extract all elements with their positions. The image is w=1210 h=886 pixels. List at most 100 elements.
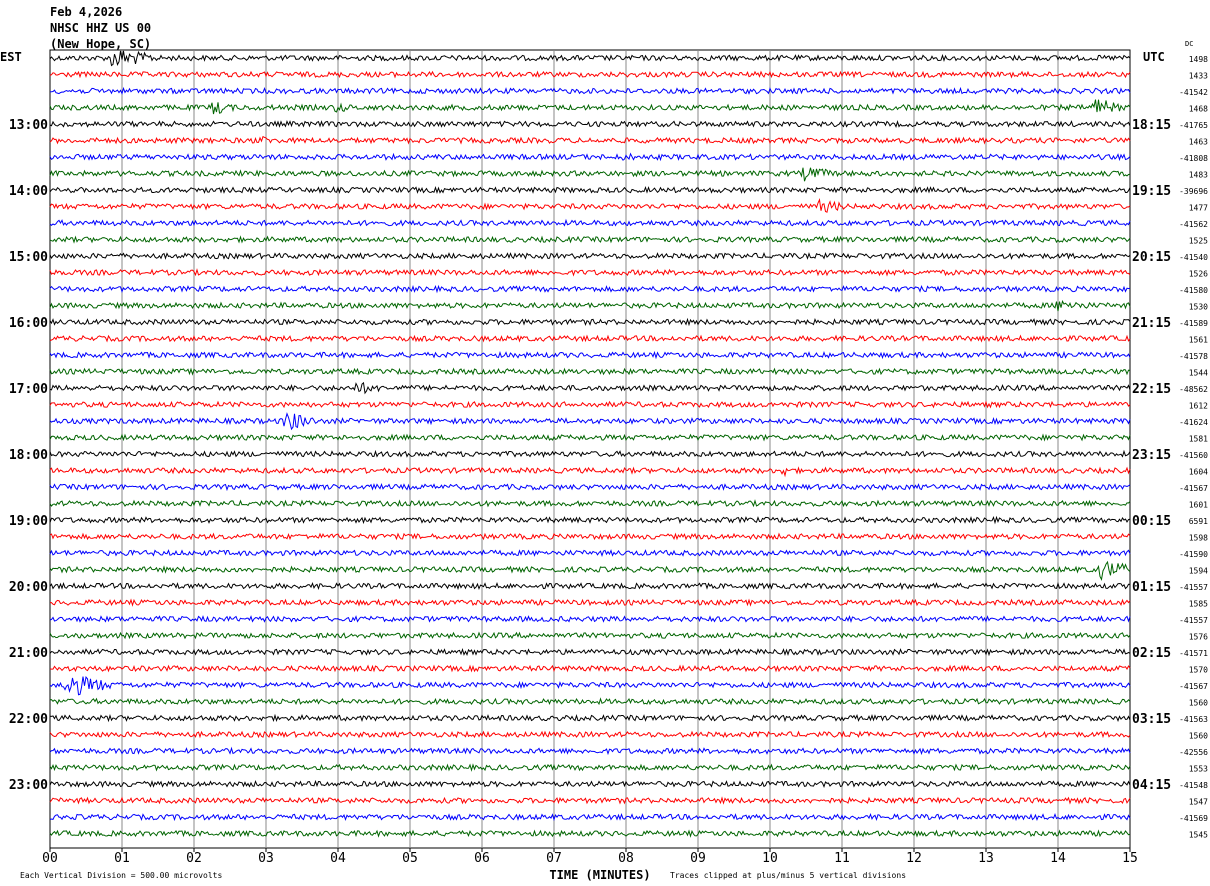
seismic-trace <box>49 367 1131 376</box>
seismic-trace <box>49 198 1131 213</box>
seismic-trace <box>49 532 1131 541</box>
dc-offset-label: 1544 <box>1189 369 1208 378</box>
x-tick-label: 08 <box>618 851 634 866</box>
dc-offset-label: -41571 <box>1179 649 1208 658</box>
seismic-trace <box>49 515 1131 525</box>
dc-offset-label: 1553 <box>1189 765 1208 774</box>
right-time-label: 03:15 <box>1132 712 1171 727</box>
right-time-label: 04:15 <box>1132 778 1171 793</box>
right-timezone-label: UTC <box>1143 50 1165 64</box>
seismic-trace <box>49 135 1131 145</box>
dc-offset-label: 1604 <box>1189 468 1208 477</box>
dc-offset-label: -42556 <box>1179 748 1208 757</box>
seismic-trace <box>49 185 1131 194</box>
x-tick-label: 11 <box>834 851 850 866</box>
left-time-label: 18:00 <box>9 448 48 463</box>
left-timezone-label: EST <box>0 50 22 64</box>
dc-offset-label: 1561 <box>1189 336 1208 345</box>
seismic-trace <box>49 560 1131 581</box>
seismic-trace <box>49 796 1131 805</box>
seismic-trace <box>49 829 1131 838</box>
seismic-trace <box>49 268 1131 277</box>
dc-offset-label: 1468 <box>1189 105 1208 114</box>
left-time-label: 14:00 <box>9 184 48 199</box>
x-tick-label: 14 <box>1050 851 1066 866</box>
x-tick-label: 12 <box>906 851 922 866</box>
dc-offset-label: 1594 <box>1189 567 1208 576</box>
seismic-trace <box>49 581 1131 591</box>
left-time-label: 20:00 <box>9 580 48 595</box>
seismic-trace <box>49 615 1131 624</box>
x-tick-label: 01 <box>114 851 130 866</box>
seismic-trace <box>49 317 1131 327</box>
dc-offset-label: 1525 <box>1189 237 1208 246</box>
x-tick-label: 07 <box>546 851 562 866</box>
seismic-trace <box>49 167 1131 182</box>
dc-offset-label: -41590 <box>1179 550 1208 559</box>
dc-offset-label: -41624 <box>1179 418 1208 427</box>
seismic-trace <box>49 631 1131 640</box>
x-tick-label: 00 <box>42 851 58 866</box>
plot-frame <box>49 49 1131 849</box>
x-axis-label: TIME (MINUTES) <box>549 868 650 882</box>
dc-offset-label: -41580 <box>1179 286 1208 295</box>
seismic-trace <box>49 412 1131 431</box>
seismic-trace <box>49 152 1131 162</box>
dc-offset-label: 1483 <box>1189 171 1208 180</box>
dc-offset-label: -41557 <box>1179 616 1208 625</box>
seismic-trace <box>49 675 1131 696</box>
x-tick-label: 10 <box>762 851 778 866</box>
right-time-label: 23:15 <box>1132 448 1171 463</box>
dc-offset-label: 1570 <box>1189 666 1208 675</box>
seismic-trace <box>49 218 1131 227</box>
left-time-label: 17:00 <box>9 382 48 397</box>
seismic-trace <box>49 119 1131 128</box>
seismic-trace <box>49 284 1131 294</box>
dc-offset-label: 1612 <box>1189 402 1208 411</box>
dc-offset-label: -48562 <box>1179 385 1208 394</box>
dc-offset-label: 1530 <box>1189 303 1208 312</box>
right-time-label: 01:15 <box>1132 580 1171 595</box>
seismic-trace <box>50 598 1131 607</box>
dc-offset-label: 1560 <box>1189 699 1208 708</box>
dc-header-label: DC <box>1185 40 1193 48</box>
left-time-label: 16:00 <box>9 316 48 331</box>
dc-offset-label: 1560 <box>1189 732 1208 741</box>
seismic-trace <box>49 466 1131 478</box>
seismic-trace <box>49 86 1131 95</box>
dc-offset-label: 1576 <box>1189 633 1208 642</box>
seismic-trace <box>49 549 1131 558</box>
x-tick-label: 06 <box>474 851 490 866</box>
dc-offset-label: -39696 <box>1179 187 1208 196</box>
x-tick-label: 04 <box>330 851 346 866</box>
seismic-trace <box>49 763 1131 772</box>
seismic-trace <box>49 449 1131 458</box>
dc-offset-label: 1463 <box>1189 138 1208 147</box>
dc-offset-label: 1581 <box>1189 435 1208 444</box>
dc-offset-label: 1585 <box>1189 600 1208 609</box>
left-time-label: 15:00 <box>9 250 48 265</box>
x-tick-label: 03 <box>258 851 274 866</box>
seismic-trace <box>49 730 1131 739</box>
dc-offset-label: -41563 <box>1179 715 1208 724</box>
seismic-trace <box>49 251 1131 260</box>
left-time-label: 23:00 <box>9 778 48 793</box>
scale-note: Each Vertical Division = 500.00 microvol… <box>20 871 222 880</box>
dc-offset-label: 6591 <box>1189 517 1208 526</box>
x-tick-label: 15 <box>1122 851 1138 866</box>
dc-offset-label: -41569 <box>1179 814 1208 823</box>
location-label: (New Hope, SC) <box>50 37 152 51</box>
dc-offset-label: 1547 <box>1189 798 1208 807</box>
seismic-trace <box>49 381 1131 395</box>
dc-offset-label: -41540 <box>1179 253 1208 262</box>
seismic-trace <box>49 483 1131 492</box>
dc-offset-label: 1526 <box>1189 270 1208 279</box>
dc-offset-label: -41567 <box>1179 484 1208 493</box>
dc-offset-label: 1477 <box>1189 204 1208 213</box>
clip-note: Traces clipped at plus/minus 5 vertical … <box>670 871 906 880</box>
seismic-trace <box>49 299 1131 312</box>
right-time-label: 19:15 <box>1132 184 1171 199</box>
left-time-label: 21:00 <box>9 646 48 661</box>
right-time-label: 21:15 <box>1132 316 1171 331</box>
